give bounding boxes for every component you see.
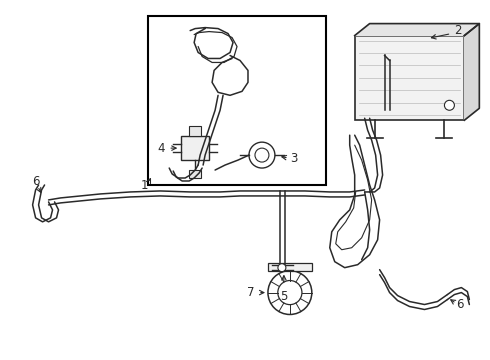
Text: 3: 3: [290, 152, 297, 165]
Text: 4: 4: [158, 141, 165, 155]
Circle shape: [444, 100, 454, 110]
Bar: [268, 263, 312, 271]
Circle shape: [278, 280, 302, 305]
Bar: [181, 136, 209, 160]
Text: 2: 2: [454, 24, 461, 37]
Text: 6: 6: [32, 175, 39, 189]
Bar: [189, 170, 201, 178]
Bar: [189, 126, 201, 136]
Circle shape: [278, 264, 286, 272]
Text: 5: 5: [280, 289, 288, 302]
Circle shape: [268, 271, 312, 315]
Polygon shape: [465, 24, 479, 120]
Text: 6: 6: [456, 298, 463, 311]
Bar: [148, 15, 326, 185]
Circle shape: [249, 142, 275, 168]
Bar: [355, 36, 465, 120]
Text: 1: 1: [141, 180, 148, 193]
Text: 7: 7: [247, 286, 255, 299]
Circle shape: [255, 148, 269, 162]
Polygon shape: [355, 24, 479, 36]
